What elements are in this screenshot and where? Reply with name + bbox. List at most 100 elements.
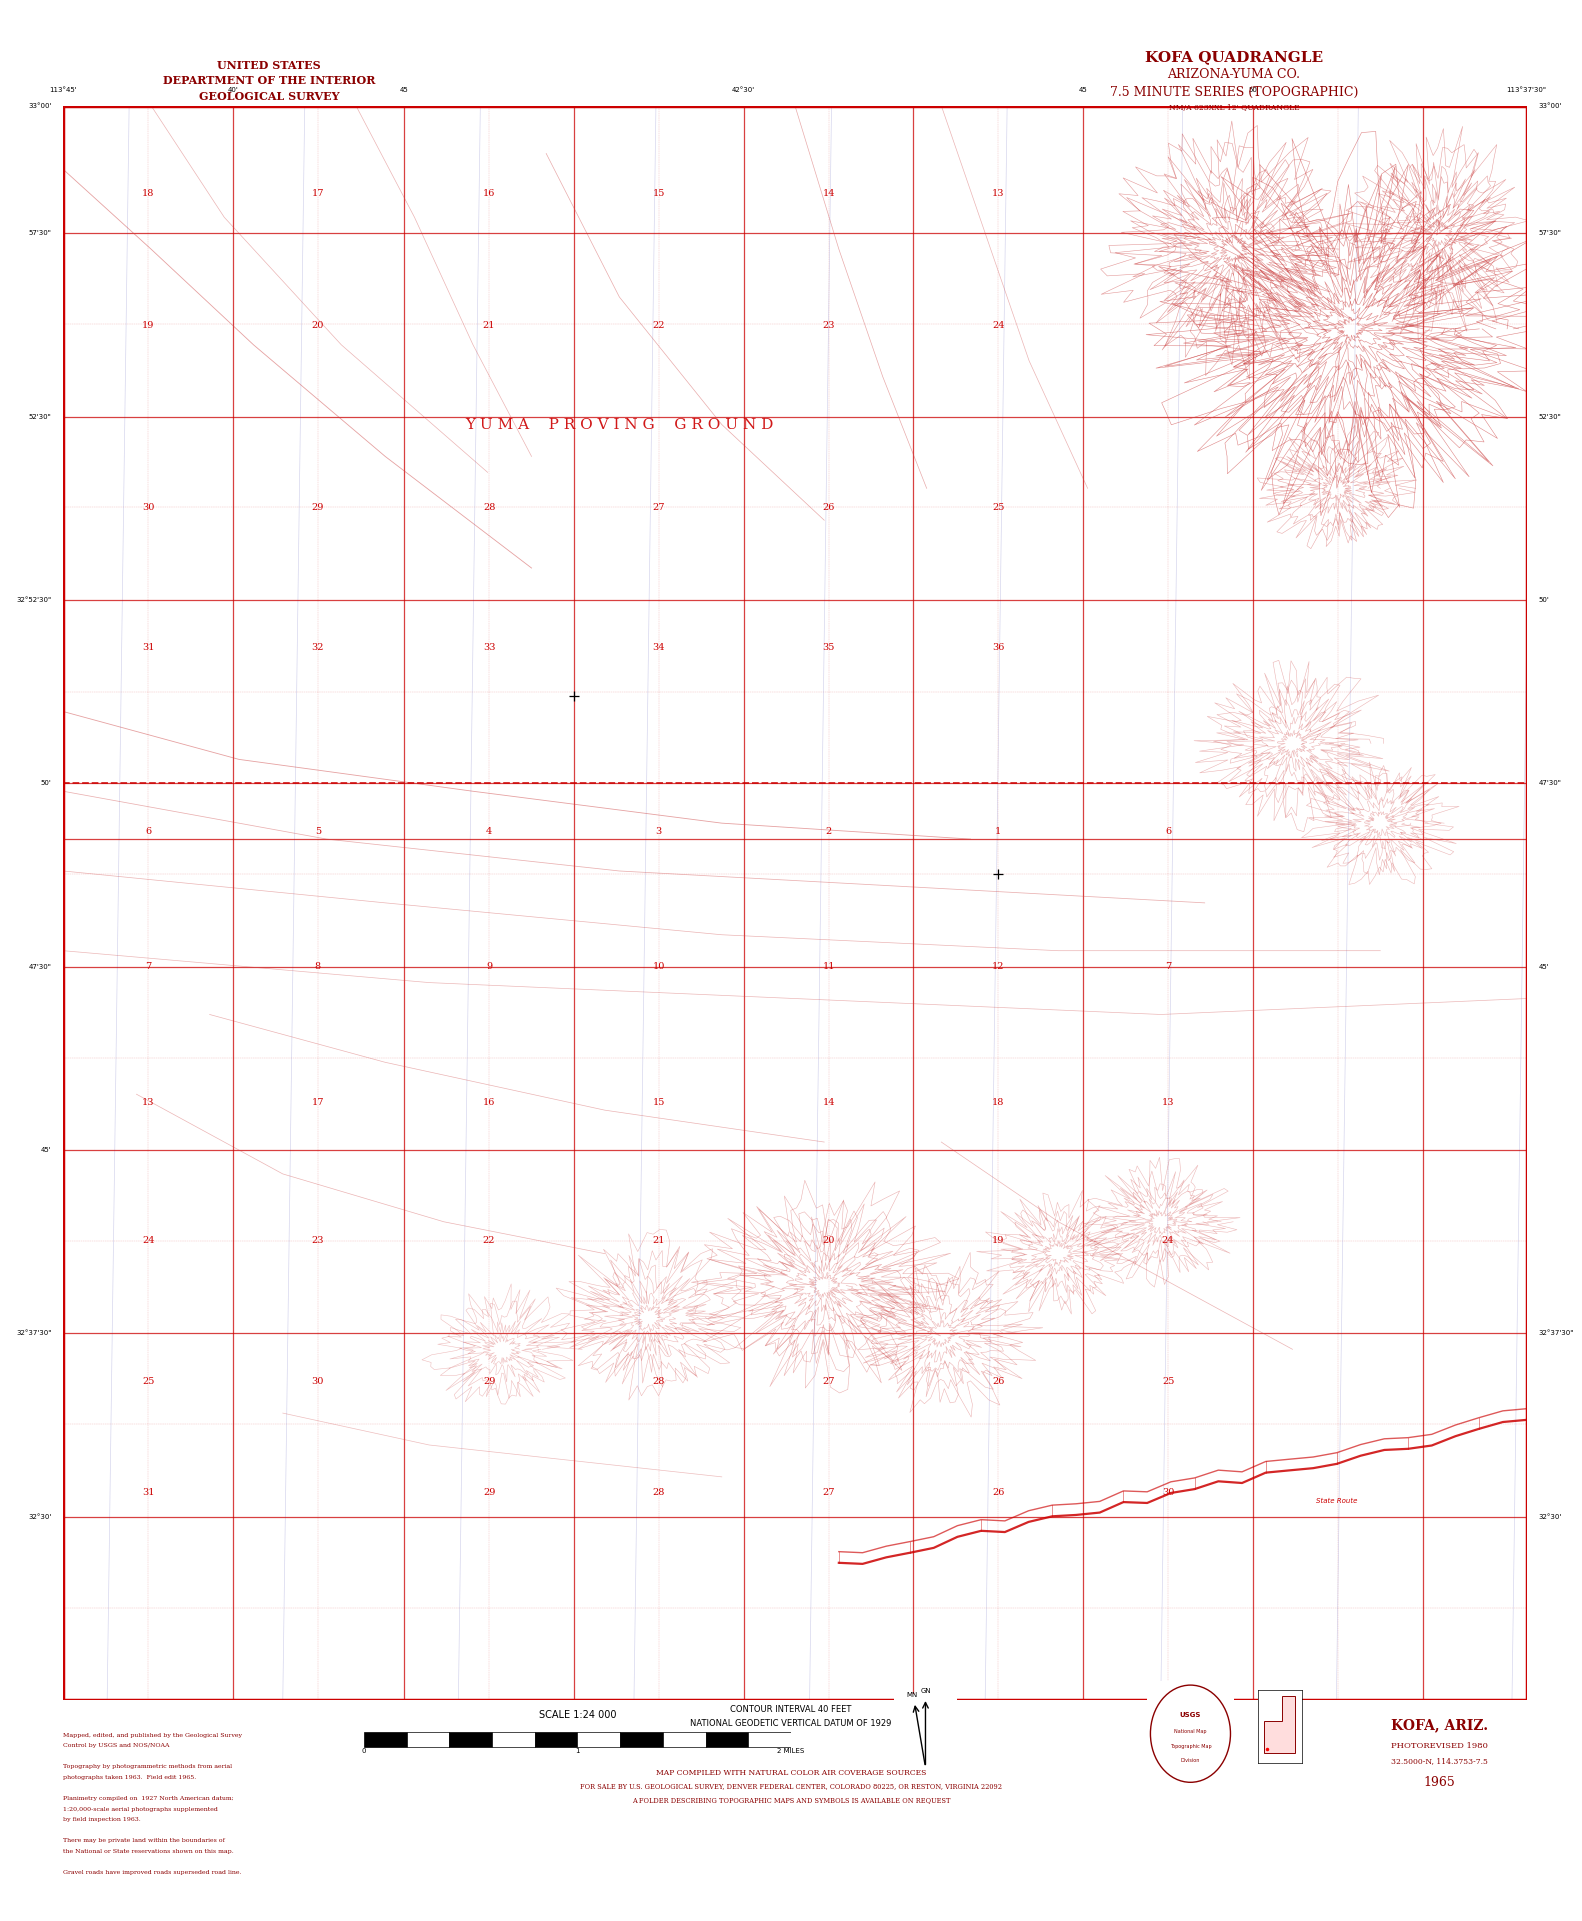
Text: GN: GN — [921, 1689, 930, 1694]
Text: photographs taken 1963.  Field edit 1965.: photographs taken 1963. Field edit 1965. — [63, 1775, 196, 1781]
Text: 16: 16 — [483, 188, 495, 198]
Text: Mapped, edited, and published by the Geological Survey: Mapped, edited, and published by the Geo… — [63, 1733, 242, 1739]
Text: 22: 22 — [653, 321, 664, 330]
Text: 50: 50 — [1248, 86, 1258, 92]
Text: 50': 50' — [41, 780, 52, 786]
Bar — [748, 1733, 791, 1746]
Text: UNITED STATES: UNITED STATES — [217, 60, 321, 71]
Text: State Route: State Route — [1316, 1498, 1357, 1504]
Text: 19: 19 — [992, 1237, 1005, 1245]
Text: 23: 23 — [823, 321, 835, 330]
Text: 12: 12 — [992, 962, 1005, 972]
Text: 57'30": 57'30" — [28, 231, 52, 236]
Text: SCALE 1:24 000: SCALE 1:24 000 — [539, 1710, 615, 1721]
Text: 13: 13 — [992, 188, 1005, 198]
Text: 113°37'30": 113°37'30" — [1506, 86, 1547, 92]
Text: 2: 2 — [826, 826, 832, 836]
Bar — [620, 1733, 663, 1746]
Text: 42°30': 42°30' — [732, 86, 755, 92]
Text: 29: 29 — [312, 503, 324, 513]
Text: 15: 15 — [653, 188, 664, 198]
Text: 26: 26 — [992, 1377, 1005, 1385]
Text: A FOLDER DESCRIBING TOPOGRAPHIC MAPS AND SYMBOLS IS AVAILABLE ON REQUEST: A FOLDER DESCRIBING TOPOGRAPHIC MAPS AND… — [631, 1796, 951, 1804]
Text: 16: 16 — [483, 1097, 495, 1106]
Text: National Map: National Map — [1174, 1729, 1207, 1735]
Text: 1: 1 — [576, 1748, 579, 1754]
Text: 11: 11 — [823, 962, 835, 972]
Text: KOFA QUADRANGLE: KOFA QUADRANGLE — [1145, 50, 1323, 65]
Text: 25: 25 — [1161, 1377, 1174, 1385]
Text: KOFA, ARIZ.: KOFA, ARIZ. — [1391, 1717, 1489, 1733]
Text: 45': 45' — [1538, 964, 1549, 970]
Text: 13: 13 — [142, 1097, 155, 1106]
Text: 30: 30 — [1161, 1489, 1174, 1496]
Text: 3: 3 — [655, 826, 661, 836]
Text: 33°00': 33°00' — [28, 102, 52, 109]
Text: 27: 27 — [823, 1377, 835, 1385]
Text: 2 MILES: 2 MILES — [777, 1748, 805, 1754]
Text: 52'30": 52'30" — [1538, 413, 1561, 419]
Text: 32.5000-N, 114.3753-7.5: 32.5000-N, 114.3753-7.5 — [1391, 1758, 1489, 1765]
Text: ARIZONA-YUMA CO.: ARIZONA-YUMA CO. — [1168, 69, 1300, 81]
Text: 23: 23 — [312, 1237, 324, 1245]
Text: 27: 27 — [823, 1489, 835, 1496]
Bar — [492, 1733, 535, 1746]
Text: 22: 22 — [483, 1237, 495, 1245]
Text: 29: 29 — [483, 1377, 495, 1385]
Text: 36: 36 — [992, 644, 1005, 653]
Text: 113°45': 113°45' — [49, 86, 78, 92]
Text: 26: 26 — [823, 503, 835, 513]
Text: There may be private land within the boundaries of: There may be private land within the bou… — [63, 1838, 225, 1844]
Text: Topographic Map: Topographic Map — [1169, 1744, 1212, 1748]
Text: 14: 14 — [823, 188, 835, 198]
Text: 5: 5 — [315, 826, 321, 836]
Text: 19: 19 — [142, 321, 155, 330]
Bar — [364, 1733, 407, 1746]
Text: 32°30': 32°30' — [1538, 1514, 1561, 1520]
Text: 6: 6 — [146, 826, 152, 836]
Text: 18: 18 — [992, 1097, 1005, 1106]
Text: NATIONAL GEODETIC VERTICAL DATUM OF 1929: NATIONAL GEODETIC VERTICAL DATUM OF 1929 — [690, 1719, 892, 1727]
Text: Gravel roads have improved roads superseded road line.: Gravel roads have improved roads superse… — [63, 1871, 242, 1875]
Text: 8: 8 — [315, 962, 321, 972]
Text: 26: 26 — [992, 1489, 1005, 1496]
Text: 20: 20 — [312, 321, 324, 330]
Text: 1:20,000-scale aerial photographs supplemented: 1:20,000-scale aerial photographs supple… — [63, 1806, 218, 1812]
Text: 7: 7 — [1164, 962, 1171, 972]
Text: 30: 30 — [142, 503, 155, 513]
Text: 7: 7 — [146, 962, 152, 972]
Text: 45: 45 — [400, 86, 408, 92]
Text: 1965: 1965 — [1424, 1777, 1455, 1788]
Text: 31: 31 — [142, 1489, 155, 1496]
Bar — [407, 1733, 449, 1746]
Text: 31: 31 — [142, 644, 155, 653]
Text: DEPARTMENT OF THE INTERIOR: DEPARTMENT OF THE INTERIOR — [163, 75, 375, 86]
Text: 7.5 MINUTE SERIES (TOPOGRAPHIC): 7.5 MINUTE SERIES (TOPOGRAPHIC) — [1109, 86, 1359, 98]
Text: 28: 28 — [483, 503, 495, 513]
Text: 28: 28 — [653, 1489, 664, 1496]
Text: 21: 21 — [653, 1237, 664, 1245]
Text: MN: MN — [906, 1692, 918, 1698]
Text: 24: 24 — [992, 321, 1005, 330]
Text: Control by USGS and NOS/NOAA: Control by USGS and NOS/NOAA — [63, 1744, 169, 1748]
Text: 9: 9 — [486, 962, 492, 972]
Text: 25: 25 — [992, 503, 1005, 513]
Text: 33: 33 — [483, 644, 495, 653]
Text: 57'30": 57'30" — [1538, 231, 1561, 236]
Text: 6: 6 — [1164, 826, 1171, 836]
Bar — [706, 1733, 748, 1746]
Text: 27: 27 — [653, 503, 664, 513]
Bar — [535, 1733, 577, 1746]
Text: 24: 24 — [142, 1237, 155, 1245]
Text: 24: 24 — [1161, 1237, 1174, 1245]
Text: 50': 50' — [1538, 597, 1549, 603]
Text: 35: 35 — [823, 644, 835, 653]
Text: MAP COMPILED WITH NATURAL COLOR AIR COVERAGE SOURCES: MAP COMPILED WITH NATURAL COLOR AIR COVE… — [657, 1769, 925, 1777]
Text: 40': 40' — [228, 86, 239, 92]
Text: 14: 14 — [823, 1097, 835, 1106]
Text: 28: 28 — [653, 1377, 664, 1385]
Text: 4: 4 — [486, 826, 492, 836]
Text: Planimetry compiled on  1927 North American datum;: Planimetry compiled on 1927 North Americ… — [63, 1796, 234, 1802]
Text: USGS: USGS — [1180, 1712, 1201, 1717]
Text: FOR SALE BY U.S. GEOLOGICAL SURVEY, DENVER FEDERAL CENTER, COLORADO 80225, OR RE: FOR SALE BY U.S. GEOLOGICAL SURVEY, DENV… — [581, 1783, 1001, 1790]
